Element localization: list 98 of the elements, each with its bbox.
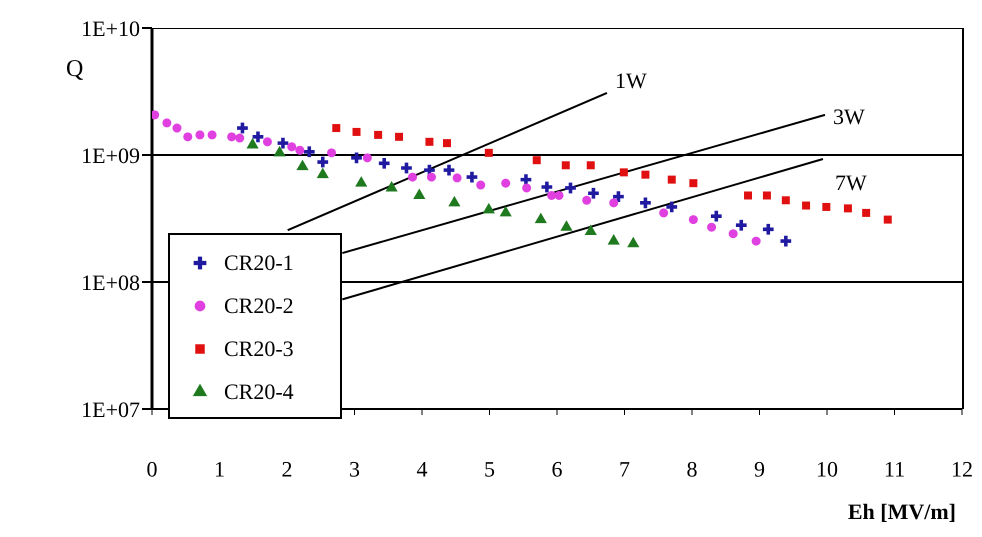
point (782, 196, 790, 204)
point (408, 172, 418, 182)
point (802, 202, 810, 210)
point (484, 148, 493, 157)
point (183, 132, 192, 142)
point (235, 134, 244, 143)
point (744, 191, 752, 200)
point (666, 202, 678, 212)
x-tick-label: 2 (282, 456, 292, 482)
x-tick-label: 10 (816, 456, 838, 482)
x-tick-label: 11 (884, 456, 906, 482)
point (444, 164, 454, 176)
y-tick-label: 1E+09 (81, 142, 140, 168)
point (278, 138, 288, 148)
point (728, 229, 738, 238)
point (401, 162, 412, 174)
point (707, 222, 716, 232)
point (442, 139, 451, 148)
point (822, 202, 830, 211)
y-axis-title: Q (66, 56, 84, 83)
x-tick-label: 12 (951, 456, 973, 482)
point (752, 236, 761, 246)
point (613, 191, 624, 202)
x-tick-label: 1 (214, 456, 225, 482)
point (562, 161, 570, 170)
x-tick-label: 5 (484, 456, 495, 482)
point (688, 215, 698, 224)
x-tick-label: 7 (619, 456, 630, 482)
series-label: 3W (832, 104, 865, 129)
y-tick-label: 1E+10 (81, 16, 140, 41)
series-label: 1W (614, 68, 647, 93)
point (689, 179, 698, 188)
point (227, 132, 236, 142)
point (327, 148, 336, 158)
point (586, 161, 595, 170)
y-tick-label: 1E+08 (81, 270, 140, 295)
legend-label: CR20-1 (224, 250, 294, 276)
series-label: 7W (834, 170, 867, 196)
x-tick-label: 8 (686, 456, 698, 482)
point (237, 122, 248, 134)
point (582, 196, 592, 205)
point (762, 191, 771, 200)
point (262, 137, 272, 146)
point (862, 208, 870, 217)
point (884, 216, 892, 224)
x-tick-label: 9 (754, 456, 765, 482)
point (317, 156, 328, 168)
point (208, 130, 217, 140)
point (710, 210, 722, 222)
point (395, 132, 404, 141)
point (351, 152, 362, 164)
y-tick-label: 1E+07 (81, 396, 140, 422)
point (162, 118, 172, 128)
x-tick-label: 4 (416, 456, 428, 482)
point (844, 204, 852, 212)
point (295, 146, 304, 155)
legend-label: CR20-4 (224, 378, 294, 404)
x-axis-title: Eh [MV/m] (848, 499, 956, 525)
point (588, 188, 599, 199)
point (252, 131, 264, 142)
point (534, 212, 547, 224)
point (640, 197, 651, 208)
x-tick-label: 3 (349, 456, 360, 482)
point (466, 172, 478, 182)
point (668, 176, 676, 184)
point (520, 174, 532, 185)
point (501, 178, 510, 188)
point (522, 183, 532, 192)
point (736, 220, 747, 231)
point (172, 124, 182, 133)
point (378, 158, 390, 169)
point (542, 182, 552, 192)
point (476, 180, 486, 190)
point (608, 234, 620, 245)
point (620, 168, 628, 176)
x-tick-label: 6 (552, 456, 562, 482)
point (425, 138, 434, 146)
point (554, 190, 564, 200)
point (452, 173, 462, 182)
point (287, 142, 296, 152)
point (304, 146, 315, 158)
point (565, 182, 576, 194)
point (609, 198, 618, 208)
legend-label: CR20-3 (224, 336, 294, 362)
point (352, 128, 361, 136)
point (374, 130, 382, 139)
point (362, 153, 372, 162)
point (762, 224, 774, 235)
point (532, 156, 541, 164)
point (332, 124, 340, 132)
x-tick-label: 0 (146, 456, 158, 482)
legend-label: CR20-2 (224, 292, 294, 318)
point (641, 170, 650, 179)
point (780, 236, 792, 246)
point (426, 172, 436, 182)
point (547, 190, 556, 200)
point (659, 208, 668, 218)
point (195, 130, 204, 140)
